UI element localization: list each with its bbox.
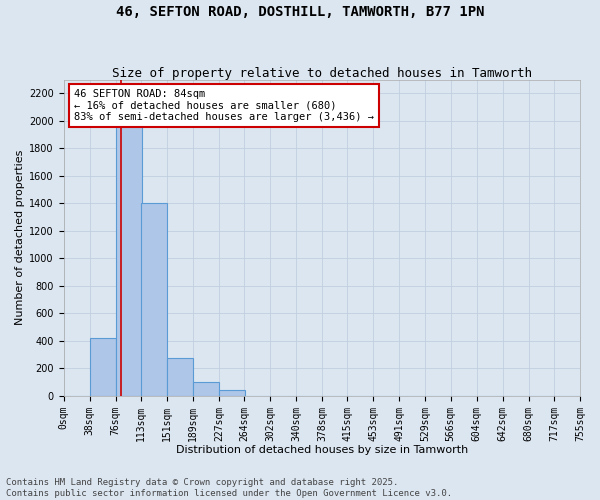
Bar (167, 358, 193, 396)
Y-axis label: Number of detached properties: Number of detached properties (15, 150, 25, 326)
Text: 46, SEFTON ROAD, DOSTHILL, TAMWORTH, B77 1PN: 46, SEFTON ROAD, DOSTHILL, TAMWORTH, B77… (116, 5, 484, 19)
Title: Size of property relative to detached houses in Tamworth: Size of property relative to detached ho… (112, 66, 532, 80)
Bar (89, 338, 116, 396)
Bar (193, 382, 219, 396)
Bar (141, 204, 167, 396)
Bar (116, 114, 142, 396)
Text: 46 SEFTON ROAD: 84sqm
← 16% of detached houses are smaller (680)
83% of semi-det: 46 SEFTON ROAD: 84sqm ← 16% of detached … (74, 89, 374, 122)
Bar (219, 390, 245, 396)
X-axis label: Distribution of detached houses by size in Tamworth: Distribution of detached houses by size … (176, 445, 468, 455)
Text: Contains HM Land Registry data © Crown copyright and database right 2025.
Contai: Contains HM Land Registry data © Crown c… (6, 478, 452, 498)
